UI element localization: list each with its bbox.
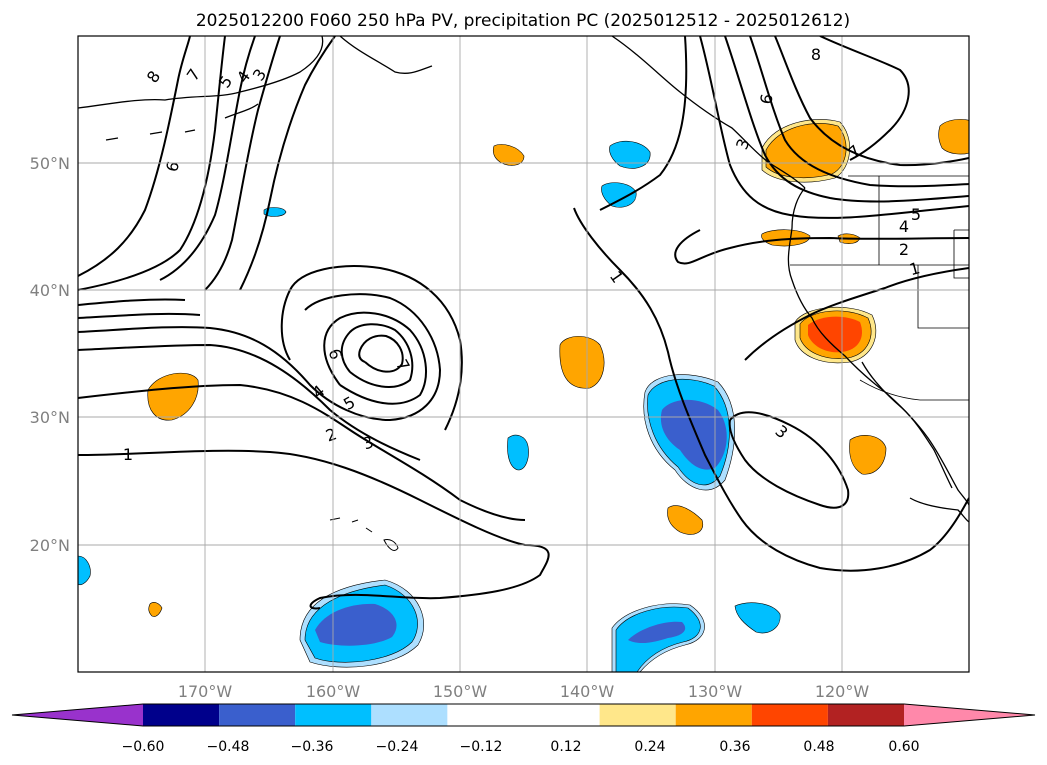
precip-blob-positive (148, 602, 163, 617)
colorbar-segment (295, 704, 372, 726)
colorbar-ticks: −0.60 −0.48 −0.36 −0.24 −0.12 0.12 0.24 … (122, 739, 920, 755)
hawaii-islands (329, 517, 399, 551)
precip-blob-positive (761, 229, 811, 247)
coastlines (78, 36, 969, 551)
coastline-north-america-west (787, 187, 969, 506)
precip-blob-positive (938, 119, 969, 155)
lon-label: 160°W (306, 682, 361, 701)
colorbar-tick-label: 0.60 (888, 739, 919, 755)
precip-blob-negative (734, 602, 781, 634)
colorbar-segment (827, 704, 904, 726)
pv-contour-4 (78, 293, 442, 422)
contour-label: 6 (756, 92, 776, 105)
latitude-labels: 50°N 40°N 30°N 20°N (30, 154, 70, 555)
pv-contour-1c (573, 207, 969, 572)
precip-blob-positive (492, 144, 525, 166)
precip-blob-positive (808, 316, 862, 353)
lon-label: 140°W (560, 682, 615, 701)
contour-label: 1 (907, 258, 922, 279)
pv-contour-high-east (699, 36, 969, 219)
precip-blob-positive (559, 336, 605, 389)
precip-blob-negative (315, 603, 397, 646)
contour-label: 4 (899, 217, 909, 236)
pv-contour-5 (78, 311, 427, 405)
lat-label: 50°N (30, 154, 70, 173)
colorbar-segment (751, 704, 828, 726)
border-us-mexico (859, 379, 969, 401)
lat-label: 20°N (30, 536, 70, 555)
precip-blob-negative (601, 182, 637, 208)
colorbar-segment (219, 704, 296, 726)
lon-label: 130°W (688, 682, 743, 701)
pv-contour-1b (599, 36, 688, 211)
colorbar-tick-label: −0.12 (460, 739, 503, 755)
lon-label: 150°W (433, 682, 488, 701)
coastline-alaska-south (339, 36, 806, 189)
state-borders (790, 176, 969, 329)
colorbar-tick-label: 0.24 (634, 739, 665, 755)
colorbar-extend-max (904, 704, 1035, 726)
lat-label: 30°N (30, 408, 70, 427)
colorbar-tick-label: −0.36 (291, 739, 334, 755)
longitude-labels: 170°W 160°W 150°W 140°W 130°W 120°W (178, 682, 870, 701)
precip-blob-negative (263, 207, 287, 217)
precip-blob-positive (849, 435, 887, 475)
precip-blob-negative (628, 621, 686, 644)
colorbar: −0.60 −0.48 −0.36 −0.24 −0.12 0.12 0.24 … (11, 703, 1036, 755)
pv-contour-1d (744, 267, 969, 361)
contour-label: 8 (811, 45, 821, 64)
pv-contours (78, 36, 969, 610)
colorbar-tick-label: 0.12 (550, 739, 581, 755)
precip-blob-positive (667, 505, 704, 535)
colorbar-segment (371, 704, 448, 726)
coastline-baja (861, 361, 953, 489)
pv-contour-2b (674, 229, 969, 265)
coastline-alaska (78, 36, 324, 141)
pv-contour-6 (78, 298, 414, 388)
pv-contour-2 (78, 383, 526, 521)
precip-blob-negative (78, 555, 91, 586)
precip-blob-positive (147, 372, 199, 421)
colorbar-segment (675, 704, 752, 726)
map-frame (77, 35, 970, 673)
map-panel: 8 7 5 4 3 6 1 6 7 5 4 3 2 3 1 3 6 8 7 5 (77, 35, 970, 673)
colorbar-segment (599, 704, 676, 726)
lon-label: 170°W (178, 682, 233, 701)
colorbar-outline (11, 703, 1036, 727)
lon-label: 120°W (815, 682, 870, 701)
colorbar-tick-label: 0.48 (803, 739, 834, 755)
lat-label: 40°N (30, 281, 70, 300)
colorbar-tick-label: −0.24 (376, 739, 419, 755)
colorbar-extend-min (12, 704, 143, 726)
colorbar-tick-label: −0.48 (207, 739, 250, 755)
precip-blob-negative (609, 140, 651, 169)
contour-label: 5 (911, 205, 921, 224)
colorbar-segment (447, 704, 600, 726)
precip-blob-positive (765, 123, 847, 179)
pv-contour-high-west (78, 36, 336, 291)
precip-shading (78, 119, 969, 672)
colorbar-tick-label: 0.36 (719, 739, 750, 755)
precip-blob-negative (507, 434, 529, 471)
coastline-mexico-west (909, 497, 969, 523)
pv-contour-7 (358, 334, 404, 373)
colorbar-segment (143, 704, 220, 726)
colorbar-segments (11, 703, 1036, 727)
pv-contour-3 (78, 265, 463, 461)
pv-contour-1 (78, 449, 550, 610)
contour-label: 2 (899, 240, 909, 259)
pv-contour-3b (728, 411, 850, 509)
gridlines (78, 36, 969, 672)
colorbar-tick-label: −0.60 (122, 739, 165, 755)
chart-title: 2025012200 F060 250 hPa PV, precipitatio… (196, 11, 850, 31)
contour-label: 1 (123, 445, 133, 464)
